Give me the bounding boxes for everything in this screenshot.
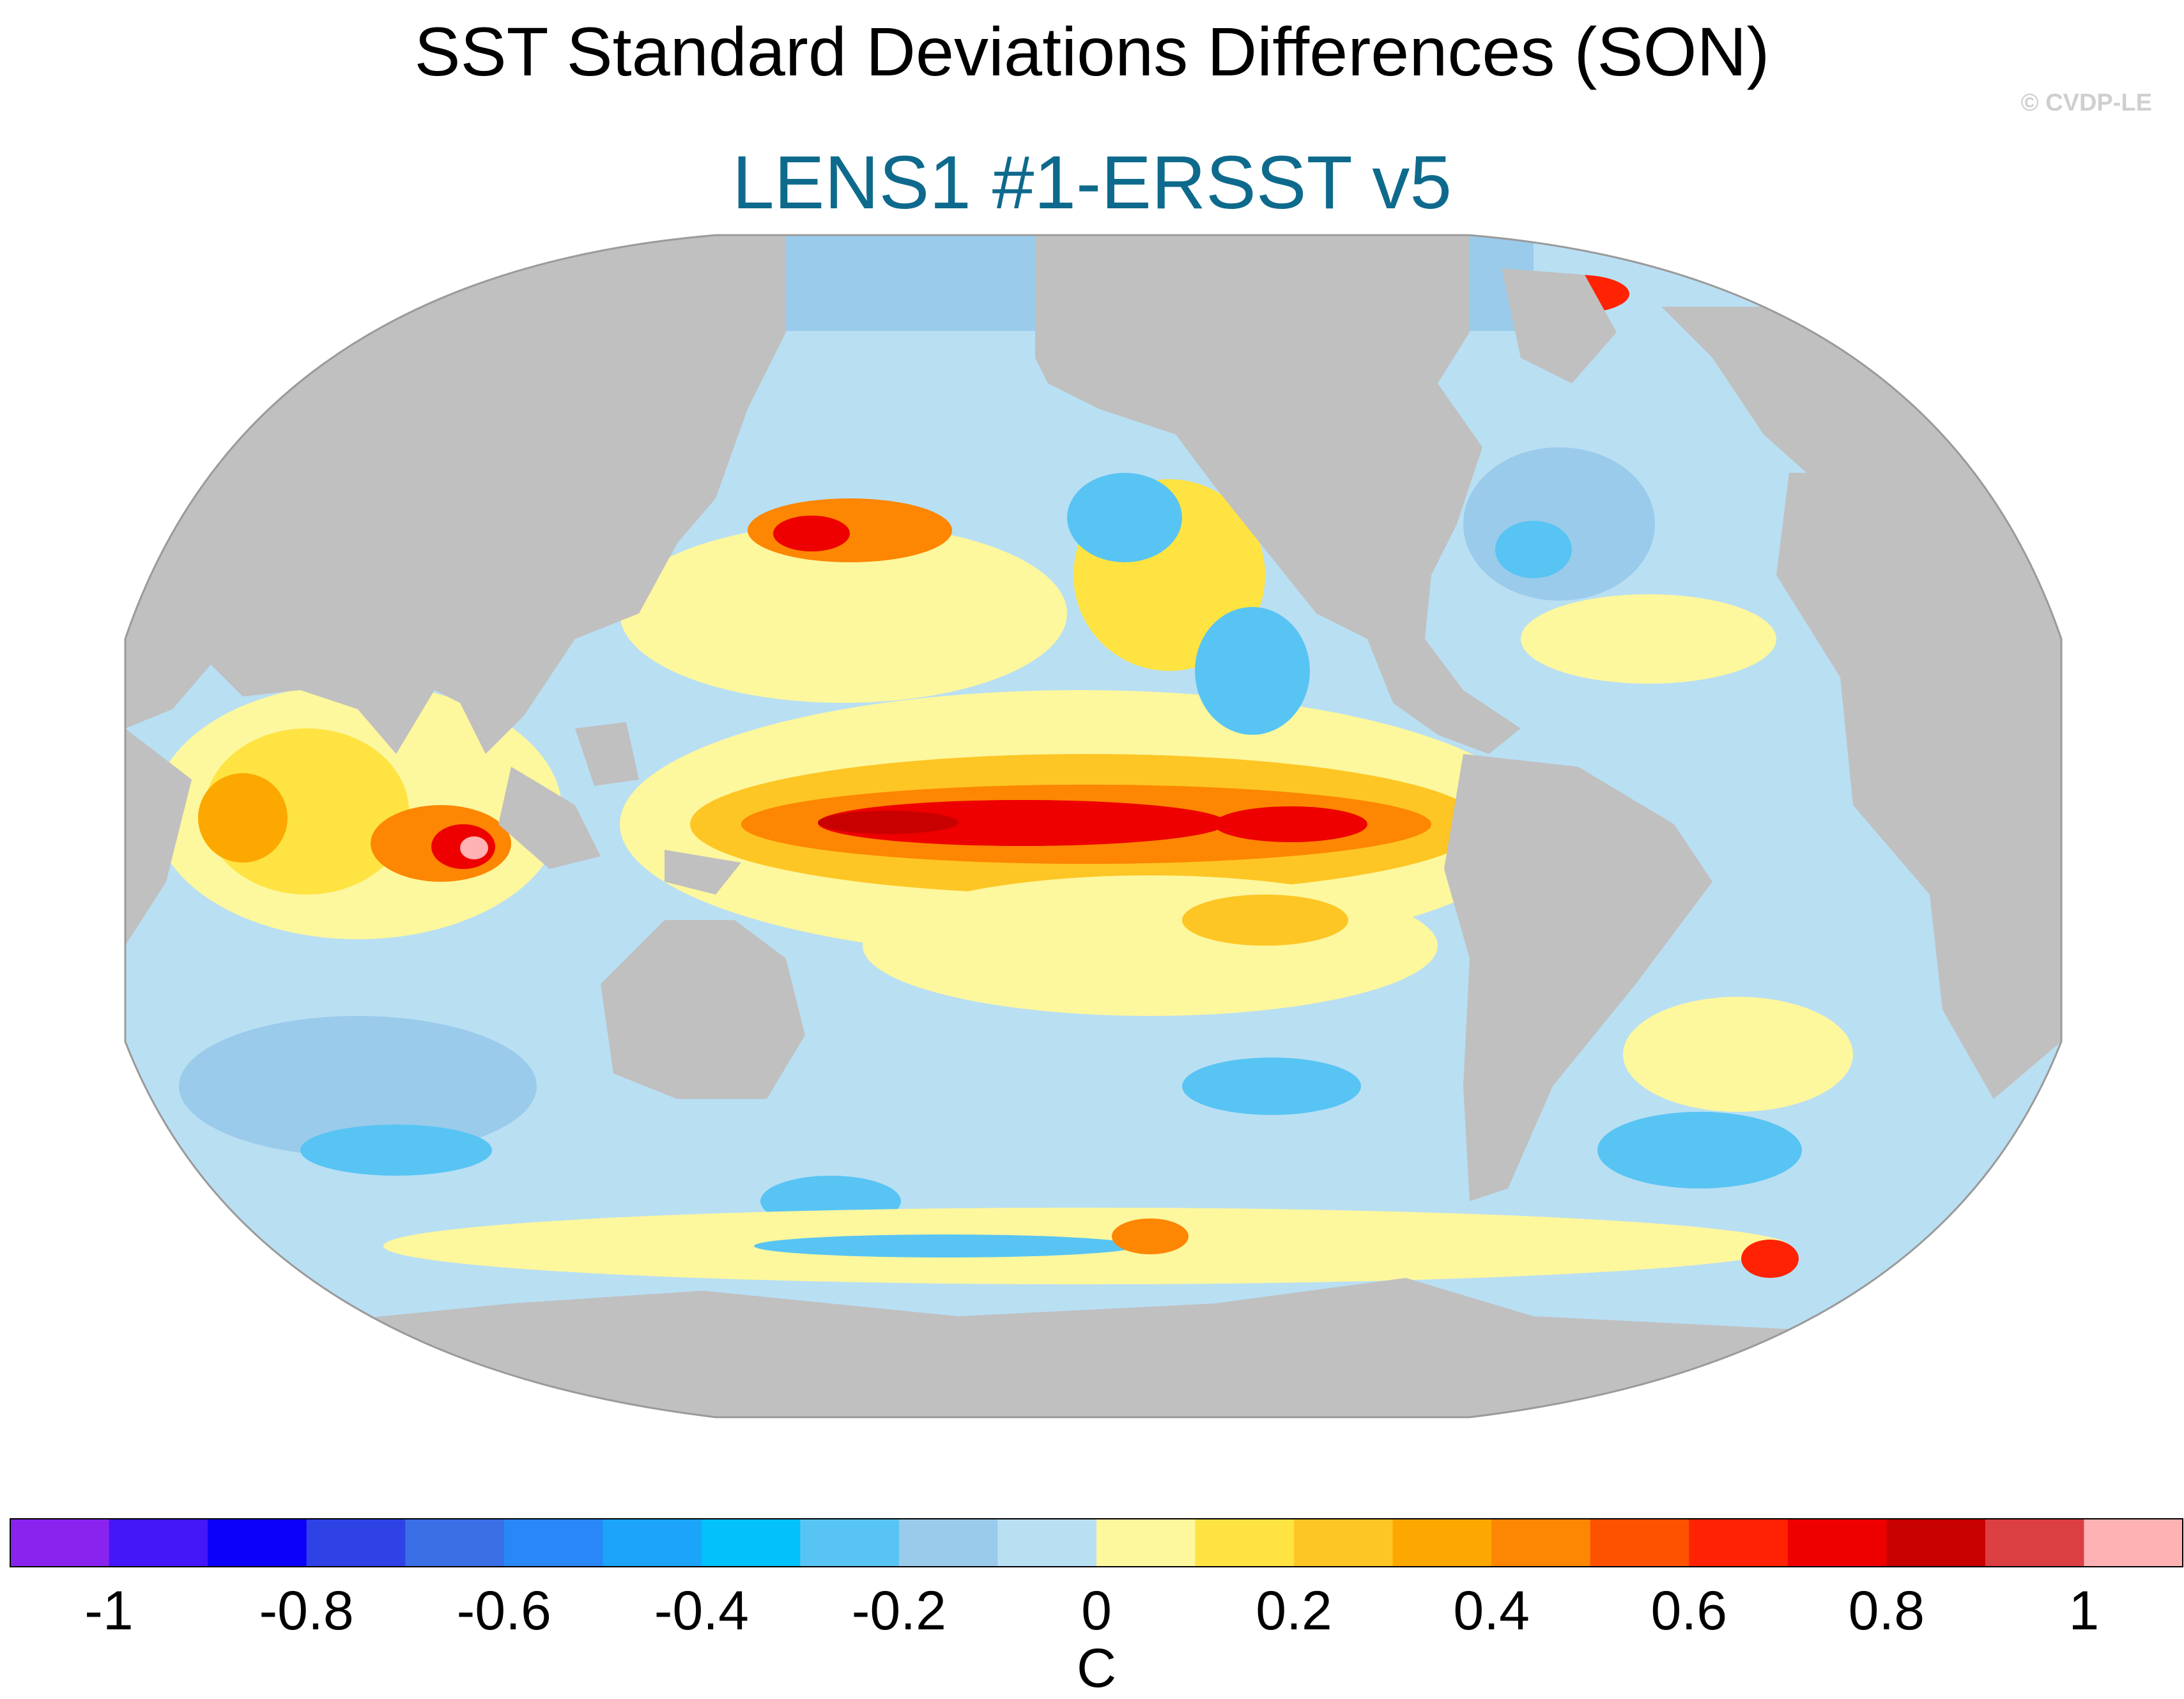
colorbar-bin [504, 1519, 603, 1567]
colorbar-bin [208, 1519, 307, 1567]
land-north-america [1035, 235, 1521, 754]
land-africa-west [1776, 473, 2061, 1099]
colorbar-bin [1985, 1519, 2084, 1567]
map-subtitle: LENS1 #1-ERSST v5 [732, 141, 1452, 225]
land-australia [601, 920, 805, 1099]
anomaly-kuroshio-core [773, 516, 850, 551]
colorbar-bin [1294, 1519, 1394, 1567]
colorbar-tick-label: -0.4 [654, 1580, 749, 1641]
colorbar-bin [1590, 1519, 1689, 1567]
colorbar-bin [1491, 1519, 1591, 1567]
anomaly-north-pacific-yellow [620, 524, 1067, 703]
anomaly-pacific-peak [818, 811, 958, 834]
colorbar-bin [2084, 1519, 2183, 1567]
anomaly-atlantic-yellow [1521, 594, 1776, 684]
colorbar-tick-label: -0.8 [259, 1580, 354, 1641]
colorbar-bin [10, 1519, 110, 1567]
anomaly-south-pacific-blue [1182, 1057, 1361, 1115]
colorbar-bin [1195, 1519, 1295, 1567]
colorbar-bin [306, 1519, 406, 1567]
anomaly-california [1195, 607, 1310, 735]
colorbar-bin [898, 1519, 998, 1567]
land-south-america [1444, 754, 1712, 1201]
colorbar-tick-label: -0.6 [457, 1580, 551, 1641]
colorbar-tick-label: 0.4 [1453, 1580, 1530, 1641]
anomaly-southern-ocean-blue [754, 1234, 1137, 1257]
map-outline [124, 234, 2063, 1418]
colorbar-bin [997, 1519, 1097, 1567]
land-indonesia [498, 767, 601, 869]
colorbar-tick-label: 0 [1081, 1580, 1112, 1641]
anomaly-sumatra-peak [460, 836, 488, 859]
anomaly-south-atlantic-yellow [1623, 997, 1853, 1112]
colorbar-tick-label: -0.2 [852, 1580, 946, 1641]
colorbar-tick-label: -1 [84, 1580, 133, 1641]
anomaly-south-atlantic-blue [1597, 1112, 1802, 1188]
anomaly-south-indian [179, 1016, 537, 1157]
anomaly-south-indian-blue [300, 1125, 492, 1176]
land-africa-east [125, 728, 192, 946]
colorbar-tick-label: 0.6 [1650, 1580, 1727, 1641]
anomaly-arabian-sea [198, 773, 288, 863]
anomaly-pacific-east [1214, 806, 1367, 842]
colorbar-bin [109, 1519, 208, 1567]
land-new-guinea [665, 850, 741, 895]
map-title: SST Standard Deviations Differences (SON… [414, 13, 1770, 90]
land-antarctica [125, 1278, 2061, 1417]
colorbar-tick-label: 0.2 [1256, 1580, 1332, 1641]
colorbar-bin [405, 1519, 505, 1567]
colorbar-tick-label: 1 [2069, 1580, 2100, 1641]
colorbar-bin [800, 1519, 900, 1567]
anomaly-southern-ocean-hotspot [1112, 1219, 1188, 1254]
anomaly-pacific-core [818, 800, 1227, 846]
colorbar-bin [1689, 1519, 1788, 1567]
colorbar-bin [1787, 1519, 1887, 1567]
colorbar-bin [1096, 1519, 1196, 1567]
colorbar-bin [603, 1519, 702, 1567]
colorbar-frame [10, 1518, 2183, 1567]
anomaly-south-pacific-orange [1182, 895, 1348, 946]
credit-watermark: © CVDP-LE [2020, 89, 2152, 116]
land-greenland [1502, 268, 1617, 383]
colorbar-bin [701, 1519, 801, 1567]
anomaly-gulf-stream [1495, 521, 1572, 578]
anomaly-ne-pacific-blue [1067, 473, 1182, 562]
land-borneo [575, 722, 639, 786]
colorbar-unit-label: C [1077, 1638, 1116, 1699]
anomaly-south-atlantic-hotspot [1741, 1240, 1799, 1278]
world-sst-map [124, 234, 2063, 1418]
colorbar-bin [1886, 1519, 1986, 1567]
colorbar-tick-label: 0.8 [1849, 1580, 1925, 1641]
colorbar-bin [1392, 1519, 1492, 1567]
